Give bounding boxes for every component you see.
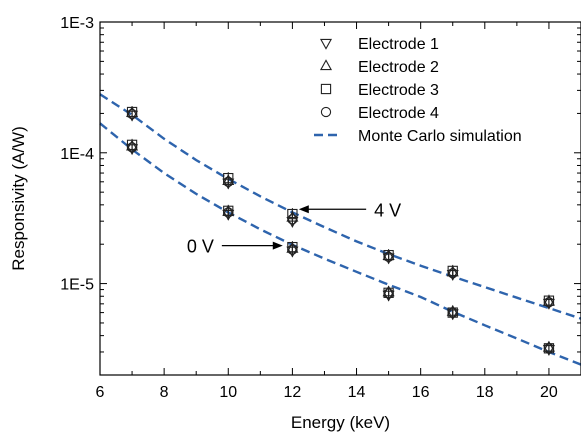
x-tick-label: 12 [284,384,302,401]
circle-marker [223,207,234,218]
x-tick-label: 10 [219,384,237,401]
simulation-curve-1 [99,122,581,366]
annotation-label: 4 V [374,200,401,220]
y-axis-label: Responsivity (A/W) [9,126,28,271]
annotation-label: 0 V [187,237,214,257]
legend-entry-label: Electrode 4 [358,105,439,122]
y-tick-label: 1E-5 [60,277,94,294]
x-tick-label: 6 [96,384,105,401]
x-tick-label: 16 [412,384,430,401]
legend-entry-label: Monte Carlo simulation [358,128,522,145]
circle-marker [223,176,234,187]
data-points [126,106,555,356]
x-tick-label: 20 [540,384,558,401]
annotation-arrowhead [272,241,283,250]
legend: Electrode 1 Electrode 2 Electrode 3 Electro… [314,36,522,145]
circle-marker [543,297,555,308]
circle-marker [126,108,138,120]
legend-entry-label: Electrode 1 [358,36,439,53]
tick-labels: 6 8 10 12 14 16 18 20 1E-5 1E-4 1E-3 [60,15,558,401]
plot-frame [99,21,581,376]
circle-marker [287,214,298,225]
simulation-curves [99,93,581,366]
triangle-down-marker [319,38,333,50]
x-axis-label: Energy (keV) [291,413,390,432]
annotation-arrowhead [298,205,309,214]
simulation-curve-2 [99,93,581,320]
axis-ticks [99,21,581,376]
circle-marker [320,106,332,118]
legend-entry-label: Electrode 2 [358,59,439,76]
circle-marker [287,244,298,255]
y-tick-label: 1E-3 [60,15,94,32]
x-tick-label: 8 [160,384,169,401]
circle-marker [383,251,394,263]
circle-marker [447,268,458,279]
x-tick-label: 14 [348,384,366,401]
circle-marker [447,307,458,318]
circle-marker [383,288,394,299]
x-tick-label: 18 [476,384,494,401]
square-marker [320,83,332,95]
triangle-up-marker [319,59,333,71]
legend-entry-label: Electrode 3 [358,82,439,99]
y-tick-label: 1E-4 [60,146,94,163]
annotations: 4 V 0 V [187,200,401,256]
circle-marker [543,343,555,354]
circle-marker [126,142,138,153]
